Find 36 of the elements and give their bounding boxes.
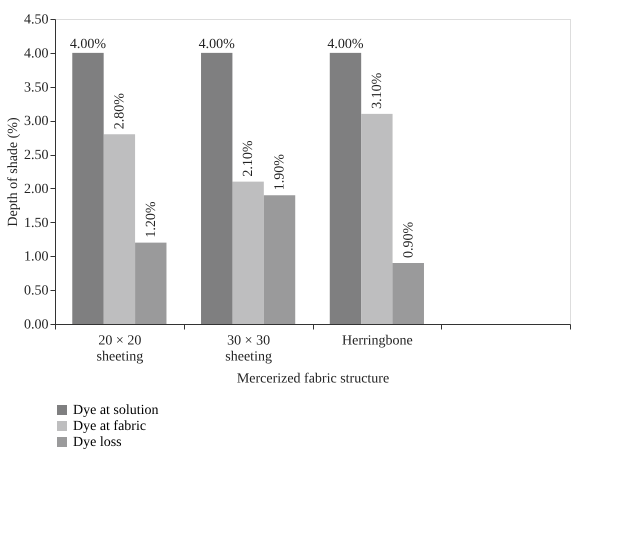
y-tick-label: 0.00 [24,318,48,332]
bar [72,52,104,324]
y-tick-label: 4.50 [24,12,48,28]
x-tick-label: 20 × 20 sheeting [96,334,144,364]
y-tick-label: 0.50 [24,284,48,299]
y-tick-label: 4.00 [24,46,48,62]
data-label: 1.20% [144,201,159,238]
bar [135,242,166,324]
data-label: 4.00% [327,36,364,52]
data-label: 2.10% [241,140,256,177]
x-tick-label: 30 × 30 sheeting [225,334,272,364]
y-tick-label: 1.50 [24,216,48,231]
data-label: 4.00% [198,36,236,52]
bar [201,52,232,324]
y-axis-title: Depth of shade (%) [6,117,21,227]
legend-label: Dye at solution [73,403,159,418]
y-tick-label: 2.00 [24,182,48,197]
y-tick-label: 3.00 [24,114,48,130]
data-label: 2.80% [112,92,128,130]
bar [361,114,393,324]
data-label: 3.10% [370,72,385,109]
bar [104,134,136,324]
y-tick-label: 3.50 [24,80,48,96]
y-tick-label: 2.50 [24,148,48,164]
bar [392,263,424,324]
data-label: 0.90% [401,222,416,258]
x-axis-title: Mercerized fabric structure [236,372,390,386]
bar [264,195,296,324]
legend-label: Dye loss [73,435,122,450]
bar [330,52,362,324]
bar [232,182,264,324]
legend-label: Dye at fabric [73,419,146,434]
y-tick-label: 1.00 [24,250,48,265]
data-label: 4.00% [70,36,106,52]
x-tick-label: Herringbone [342,334,413,348]
data-label: 1.90% [272,154,288,190]
